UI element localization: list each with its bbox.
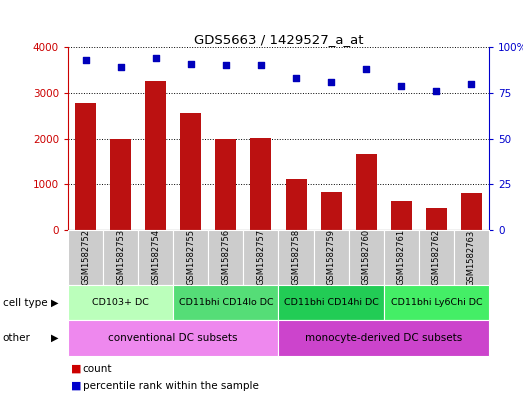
Text: count: count — [83, 364, 112, 374]
FancyBboxPatch shape — [349, 230, 384, 285]
FancyBboxPatch shape — [384, 230, 419, 285]
FancyBboxPatch shape — [173, 230, 208, 285]
Text: GSM1582756: GSM1582756 — [221, 230, 230, 285]
Text: CD103+ DC: CD103+ DC — [92, 298, 149, 307]
Point — [257, 62, 265, 68]
Text: ▶: ▶ — [51, 333, 59, 343]
Text: GSM1582757: GSM1582757 — [256, 230, 266, 285]
Text: GSM1582752: GSM1582752 — [81, 230, 90, 285]
Text: GSM1582755: GSM1582755 — [186, 230, 195, 285]
Point — [327, 79, 335, 85]
Text: GSM1582762: GSM1582762 — [432, 230, 441, 285]
FancyBboxPatch shape — [68, 230, 103, 285]
Text: CD11bhi Ly6Chi DC: CD11bhi Ly6Chi DC — [391, 298, 482, 307]
Text: GSM1582760: GSM1582760 — [362, 230, 371, 285]
FancyBboxPatch shape — [103, 230, 138, 285]
FancyBboxPatch shape — [384, 285, 489, 320]
Bar — [461, 193, 482, 230]
Text: GSM1582761: GSM1582761 — [397, 230, 406, 285]
Point — [187, 61, 195, 67]
Text: GSM1582763: GSM1582763 — [467, 229, 476, 286]
Text: monocyte-derived DC subsets: monocyte-derived DC subsets — [305, 333, 462, 343]
FancyBboxPatch shape — [454, 230, 489, 285]
Text: percentile rank within the sample: percentile rank within the sample — [83, 381, 258, 391]
Point — [292, 75, 300, 81]
Bar — [356, 154, 377, 230]
Text: GSM1582758: GSM1582758 — [291, 230, 301, 285]
Bar — [321, 192, 342, 230]
Bar — [75, 103, 96, 230]
FancyBboxPatch shape — [314, 230, 349, 285]
Point — [467, 81, 475, 87]
Text: ■: ■ — [71, 364, 81, 374]
Bar — [215, 138, 236, 230]
FancyBboxPatch shape — [279, 230, 314, 285]
Text: conventional DC subsets: conventional DC subsets — [108, 333, 238, 343]
FancyBboxPatch shape — [419, 230, 454, 285]
Bar — [391, 201, 412, 230]
FancyBboxPatch shape — [173, 285, 279, 320]
Text: GSM1582753: GSM1582753 — [116, 230, 125, 285]
FancyBboxPatch shape — [208, 230, 243, 285]
Bar — [145, 81, 166, 230]
Point — [117, 64, 125, 70]
FancyBboxPatch shape — [279, 320, 489, 356]
Point — [222, 62, 230, 68]
Point — [362, 66, 370, 72]
FancyBboxPatch shape — [68, 285, 173, 320]
Text: CD11bhi CD14lo DC: CD11bhi CD14lo DC — [178, 298, 273, 307]
Bar — [110, 139, 131, 230]
Text: GSM1582759: GSM1582759 — [327, 230, 336, 285]
Text: cell type: cell type — [3, 298, 47, 308]
Text: CD11bhi CD14hi DC: CD11bhi CD14hi DC — [283, 298, 379, 307]
FancyBboxPatch shape — [243, 230, 279, 285]
Text: other: other — [3, 333, 30, 343]
Bar — [286, 179, 306, 230]
Title: GDS5663 / 1429527_a_at: GDS5663 / 1429527_a_at — [194, 33, 363, 46]
Bar — [426, 208, 447, 230]
Text: ▶: ▶ — [51, 298, 59, 308]
Point — [152, 55, 160, 61]
Point — [432, 88, 440, 94]
Point — [82, 57, 90, 63]
Text: ■: ■ — [71, 381, 81, 391]
Text: GSM1582754: GSM1582754 — [151, 230, 160, 285]
FancyBboxPatch shape — [279, 285, 384, 320]
Bar — [180, 114, 201, 230]
Point — [397, 83, 405, 89]
Bar — [251, 138, 271, 230]
FancyBboxPatch shape — [138, 230, 173, 285]
FancyBboxPatch shape — [68, 320, 279, 356]
